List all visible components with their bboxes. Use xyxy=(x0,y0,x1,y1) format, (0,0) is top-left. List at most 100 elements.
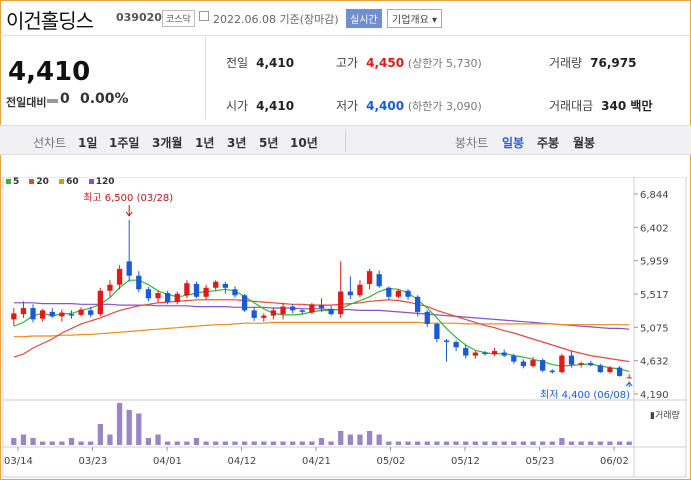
legend-ma5: 5 xyxy=(6,177,19,187)
candle-body xyxy=(270,310,277,316)
candle-body xyxy=(328,308,334,315)
tab-5y[interactable]: 5년 xyxy=(259,136,279,150)
y-tick-label: 6,844 xyxy=(640,190,669,201)
live-badge-button[interactable]: 실시간 xyxy=(346,9,382,28)
low-price: 저가 4,400 (하한가 3,090) xyxy=(336,99,482,113)
volume-bar xyxy=(424,441,430,445)
x-tick-label: 05/12 xyxy=(451,456,480,467)
candle-body xyxy=(376,274,382,287)
volume-bar xyxy=(588,441,594,445)
tab-monthly[interactable]: 월봉 xyxy=(573,136,596,150)
candle-body xyxy=(549,370,555,373)
candle-body xyxy=(203,287,209,297)
tab-1y[interactable]: 1년 xyxy=(195,136,215,150)
candle-body xyxy=(626,377,632,379)
stock-code: 039020 xyxy=(116,11,162,24)
tab-3m[interactable]: 3개월 xyxy=(152,136,183,150)
line-chart-label: 선차트 xyxy=(33,136,67,150)
volume-bar xyxy=(395,441,402,445)
x-tick-label: 04/12 xyxy=(228,456,257,467)
candle-body xyxy=(520,361,527,367)
volume-bar xyxy=(213,441,219,445)
candle-body xyxy=(59,312,65,317)
candle-body xyxy=(463,348,469,356)
tab-daily[interactable]: 일봉 xyxy=(502,136,525,150)
candle-body xyxy=(88,310,94,315)
candle-body xyxy=(501,352,507,356)
volume-label: ▮거래량 xyxy=(650,409,680,421)
company-overview-button[interactable]: 기업개요 ▾ xyxy=(387,9,442,28)
legend-ma120: 120 xyxy=(88,177,115,187)
calendar-icon xyxy=(199,11,209,21)
y-tick-label: 4,190 xyxy=(640,390,669,401)
candle-body xyxy=(174,293,180,303)
candle-body xyxy=(251,310,257,318)
volume-bar xyxy=(20,434,27,445)
volume-bar xyxy=(232,441,238,445)
volume: 거래량 76,975 xyxy=(549,56,637,70)
price-change-pct: 0.00% xyxy=(80,91,129,107)
volume-bar xyxy=(405,441,411,445)
candle-body xyxy=(78,309,84,315)
max-arrow xyxy=(125,205,133,217)
x-tick-label: 03/14 xyxy=(4,456,33,467)
x-tick-label: 03/23 xyxy=(79,456,108,467)
volume-bar xyxy=(597,441,603,445)
volume-bar xyxy=(299,441,305,445)
volume-bar xyxy=(559,438,565,445)
volume-bar xyxy=(453,441,459,445)
volume-bar xyxy=(463,441,469,445)
volume-bar xyxy=(203,441,209,445)
legend-ma60: 60 xyxy=(59,177,79,187)
current-price: 4,410 xyxy=(8,57,91,87)
candle-body xyxy=(443,340,450,343)
candle-body xyxy=(116,268,123,285)
tab-1w[interactable]: 1주일 xyxy=(109,136,140,150)
candle-body xyxy=(11,313,17,320)
candle-body xyxy=(568,355,575,365)
candle-body xyxy=(136,275,142,290)
candle-body xyxy=(318,305,325,309)
volume-bar xyxy=(88,441,94,445)
candle-body xyxy=(386,287,392,297)
volume-bar xyxy=(174,441,180,445)
volume-bar xyxy=(357,434,363,445)
volume-bar xyxy=(626,441,632,445)
ma60-line xyxy=(13,321,630,338)
y-tick-label: 5,959 xyxy=(640,257,669,268)
candle-body xyxy=(540,360,546,371)
candle-body xyxy=(222,283,228,288)
x-tick-label: 05/02 xyxy=(377,456,406,467)
volume-bar xyxy=(530,441,536,445)
volume-bar xyxy=(116,403,123,445)
candle-body xyxy=(107,284,113,291)
change-label: 전일대비 xyxy=(6,96,47,109)
candle-body xyxy=(20,308,27,315)
tab-1d[interactable]: 1일 xyxy=(78,136,98,150)
market-badge: 코스닥 xyxy=(162,10,195,27)
volume-bar xyxy=(501,441,507,445)
volume-bar xyxy=(193,438,200,445)
stock-name[interactable]: 이건홀딩스 xyxy=(6,9,94,33)
volume-bar xyxy=(366,431,373,445)
volume-bar xyxy=(270,441,277,445)
candle-chart-label: 봉차트 xyxy=(455,136,489,150)
volume-bar xyxy=(68,438,75,445)
candle-body xyxy=(616,367,623,376)
tab-3y[interactable]: 3년 xyxy=(227,136,247,150)
tab-weekly[interactable]: 주봉 xyxy=(537,136,560,150)
price-chart[interactable]: 6,844 6,402 5,959 5,517 5,075 4,632 4,190 ▮거래량 0… xyxy=(0,177,691,480)
y-tick-label: 6,402 xyxy=(640,223,669,234)
volume-bar xyxy=(107,434,113,445)
candle-body xyxy=(415,296,421,312)
candle-body xyxy=(145,289,152,299)
candle-body xyxy=(366,271,373,284)
volume-bar xyxy=(386,441,392,445)
y-tick-label: 5,517 xyxy=(640,290,669,301)
volume-bar xyxy=(520,441,527,445)
tab-10y[interactable]: 10년 xyxy=(290,136,318,150)
candle-body xyxy=(395,290,402,297)
volume-bar xyxy=(11,438,17,445)
candle-body xyxy=(184,283,190,296)
volume-bar xyxy=(472,441,478,445)
